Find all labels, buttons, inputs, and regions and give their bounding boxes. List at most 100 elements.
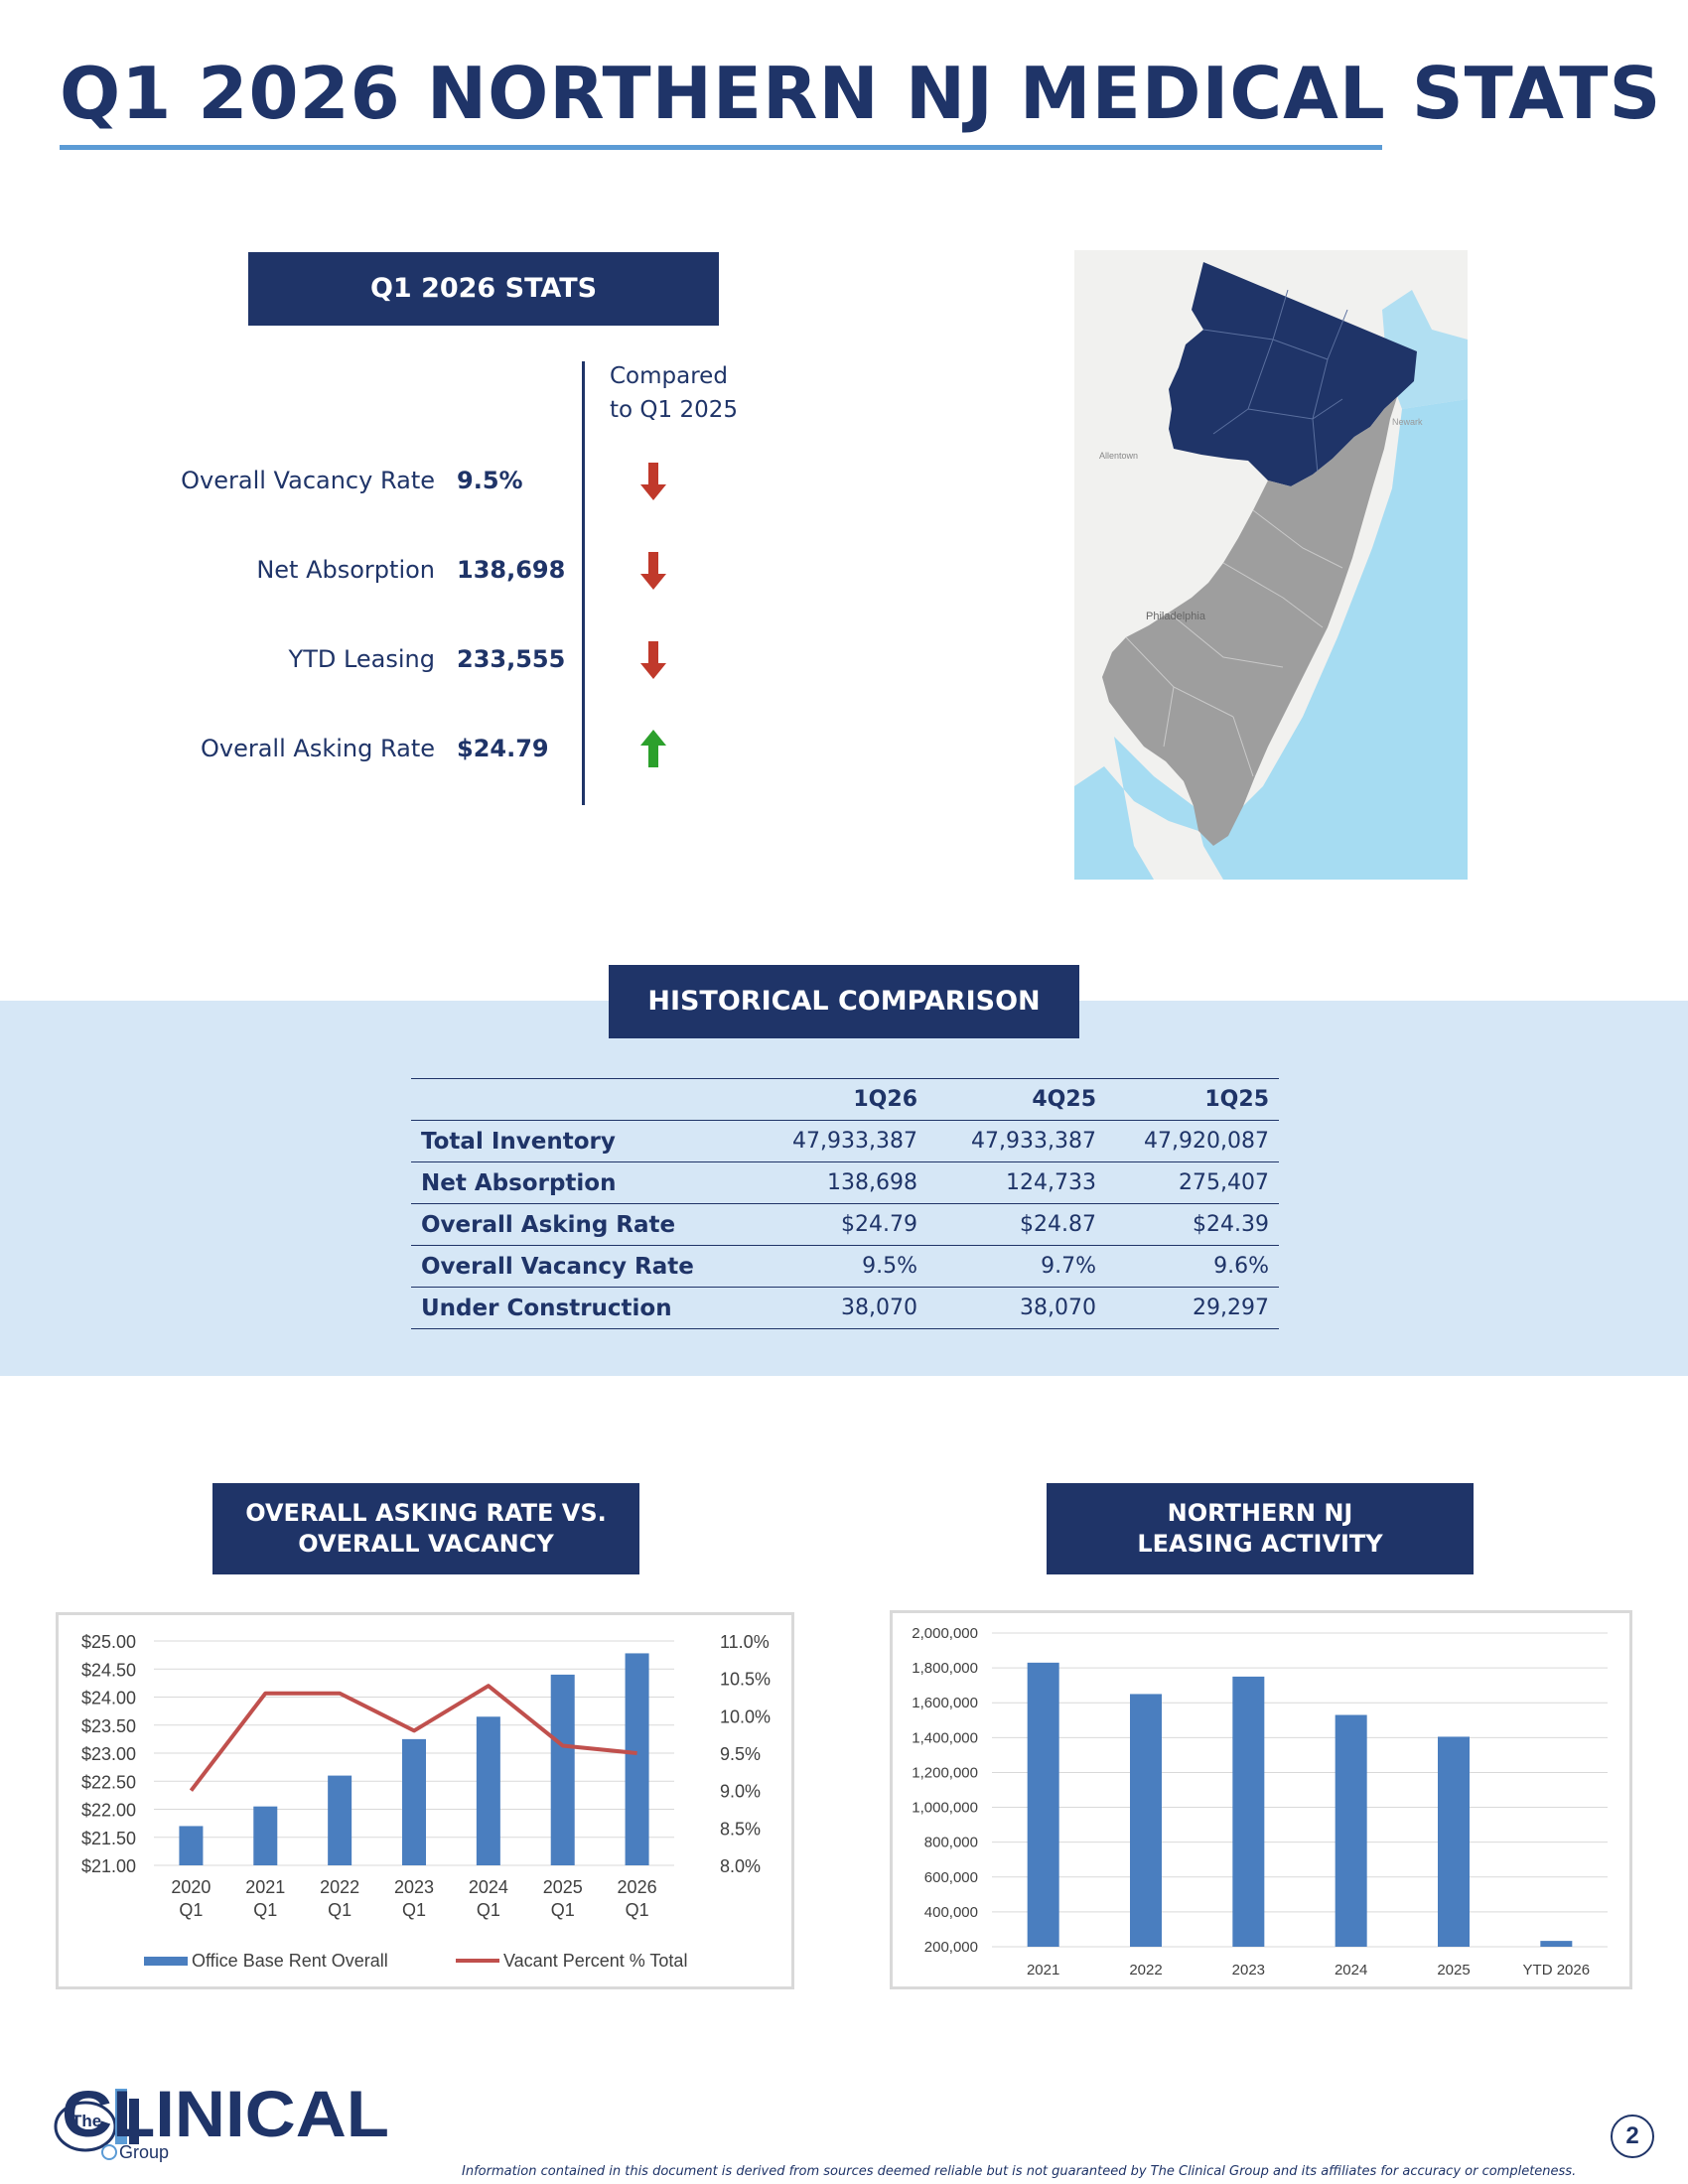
compared-line-1: Compared: [610, 363, 728, 389]
row-label: Overall Vacancy Rate: [411, 1245, 749, 1288]
cell: 9.6%: [1106, 1245, 1279, 1288]
y-tick-label: 1,600,000: [912, 1695, 978, 1711]
table-header-1q25: 1Q25: [1106, 1078, 1279, 1121]
bar: [1540, 1941, 1573, 1947]
disclaimer: Information contained in this document i…: [462, 2164, 1577, 2179]
y-tick-label: 1,200,000: [912, 1764, 978, 1781]
down-arrow-icon: [640, 463, 666, 500]
nj-map: Allentown Philadelphia Newark: [1074, 250, 1468, 880]
table-row: Overall Asking Rate $24.79 $24.87 $24.39: [411, 1203, 1279, 1246]
historical-banner: HISTORICAL COMPARISON: [609, 965, 1079, 1038]
stat-value-asking-rate: $24.79: [457, 735, 549, 762]
clinical-group-logo: The CLINICAL Group: [54, 2077, 389, 2162]
table-header-row: 1Q26 4Q25 1Q25: [411, 1078, 1279, 1121]
table-header-4q25: 4Q25: [927, 1078, 1106, 1121]
x-tick-label: 2022: [320, 1877, 359, 1897]
y-tick-label: 400,000: [924, 1904, 978, 1921]
cell: 138,698: [749, 1161, 927, 1204]
asking-vs-vacancy-svg: $21.00 $21.50 $22.00 $22.50 $23.00 $23.50 $24.…: [81, 1632, 771, 1971]
map-label-philadelphia: Philadelphia: [1146, 611, 1206, 622]
stat-label-asking-rate: Overall Asking Rate: [201, 735, 435, 762]
x-tick-label: 2021: [245, 1877, 285, 1897]
cell: 29,297: [1106, 1287, 1279, 1329]
right-tick-label: 8.0%: [720, 1856, 761, 1876]
bar: [625, 1653, 649, 1865]
cell: 124,733: [927, 1161, 1106, 1204]
bar: [1027, 1662, 1059, 1947]
x-tick-label: 2023: [1232, 1962, 1265, 1979]
title-underline: [60, 145, 1382, 150]
bar: [179, 1826, 204, 1865]
bar: [328, 1775, 352, 1865]
right-tick-label: 9.0%: [720, 1782, 761, 1802]
table-row: Under Construction 38,070 38,070 29,297: [411, 1287, 1279, 1329]
stat-label-absorption: Net Absorption: [256, 556, 435, 584]
bar: [550, 1674, 575, 1865]
x-tick-label: 2024: [469, 1877, 508, 1897]
logo-the: The: [71, 2112, 101, 2130]
stat-value-absorption: 138,698: [457, 556, 566, 584]
stats-banner: Q1 2026 STATS: [248, 252, 719, 326]
table-row: Total Inventory 47,933,387 47,933,387 47…: [411, 1120, 1279, 1162]
row-label: Under Construction: [411, 1287, 749, 1329]
stat-label-vacancy: Overall Vacancy Rate: [181, 467, 435, 494]
right-tick-label: 9.5%: [720, 1744, 761, 1764]
map-label-allentown: Allentown: [1099, 451, 1138, 461]
left-tick-label: $21.50: [81, 1829, 136, 1848]
x-tick-label: 2024: [1335, 1962, 1367, 1979]
bar: [402, 1738, 426, 1865]
right-tick-label: 10.0%: [720, 1706, 771, 1726]
historical-table: 1Q26 4Q25 1Q25 Total Inventory 47,933,38…: [411, 1078, 1279, 1329]
table-header-1q26: 1Q26: [749, 1078, 927, 1121]
banner-line-2: LEASING ACTIVITY: [1137, 1530, 1383, 1558]
page-title: Q1 2026 NORTHERN NJ MEDICAL STATS: [60, 52, 1662, 135]
cell: 47,920,087: [1106, 1120, 1279, 1162]
asking-vs-vacancy-chart: $21.00 $21.50 $22.00 $22.50 $23.00 $23.50 $24.…: [56, 1612, 794, 1989]
x-tick-label: 2023: [394, 1877, 434, 1897]
page-number: 2: [1611, 2115, 1654, 2158]
compared-line-2: to Q1 2025: [610, 397, 738, 423]
y-tick-label: 800,000: [924, 1835, 978, 1851]
banner-line-1: NORTHERN NJ: [1167, 1498, 1353, 1527]
x-tick-label: Q1: [477, 1900, 500, 1920]
x-tick-label: 2026: [618, 1877, 657, 1897]
left-tick-label: $21.00: [81, 1856, 136, 1876]
left-tick-label: $25.00: [81, 1632, 136, 1652]
compared-label: Compared to Q1 2025: [610, 359, 738, 427]
legend-label-line: Vacant Percent % Total: [503, 1951, 687, 1971]
leasing-activity-svg: 200,000 400,000 600,000 800,000 1,000,000 1,2…: [912, 1625, 1608, 1979]
left-tick-label: $22.00: [81, 1801, 136, 1821]
right-tick-label: 8.5%: [720, 1819, 761, 1839]
left-tick-label: $24.00: [81, 1689, 136, 1708]
y-tick-label: 2,000,000: [912, 1625, 978, 1642]
map-label-newark: Newark: [1392, 417, 1423, 427]
down-arrow-icon: [640, 641, 666, 679]
banner-line-1: OVERALL ASKING RATE VS.: [245, 1498, 607, 1527]
leasing-activity-chart: 200,000 400,000 600,000 800,000 1,000,000 1,2…: [890, 1610, 1632, 1989]
bar: [1335, 1714, 1367, 1947]
row-label: Overall Asking Rate: [411, 1203, 749, 1246]
cell: $24.87: [927, 1203, 1106, 1246]
cell: 38,070: [749, 1287, 927, 1329]
leasing-activity-banner: NORTHERN NJ LEASING ACTIVITY: [1047, 1483, 1474, 1574]
x-tick-label: Q1: [179, 1900, 203, 1920]
table-row: Overall Vacancy Rate 9.5% 9.7% 9.6%: [411, 1245, 1279, 1288]
stat-label-leasing: YTD Leasing: [288, 645, 435, 673]
y-tick-label: 1,800,000: [912, 1660, 978, 1677]
cell: 38,070: [927, 1287, 1106, 1329]
bar: [1130, 1694, 1162, 1947]
x-tick-label: Q1: [551, 1900, 575, 1920]
x-tick-label: Q1: [402, 1900, 426, 1920]
y-tick-label: 1,000,000: [912, 1800, 978, 1817]
cell: 47,933,387: [749, 1120, 927, 1162]
x-tick-label: 2022: [1129, 1962, 1162, 1979]
bar: [476, 1716, 500, 1865]
x-tick-label: 2025: [1437, 1962, 1470, 1979]
row-label: Total Inventory: [411, 1120, 749, 1162]
x-tick-label: Q1: [253, 1900, 277, 1920]
cell: $24.79: [749, 1203, 927, 1246]
stats-divider: [582, 361, 585, 805]
logo-group: Group: [119, 2142, 169, 2162]
cell: 275,407: [1106, 1161, 1279, 1204]
bar: [253, 1806, 278, 1865]
